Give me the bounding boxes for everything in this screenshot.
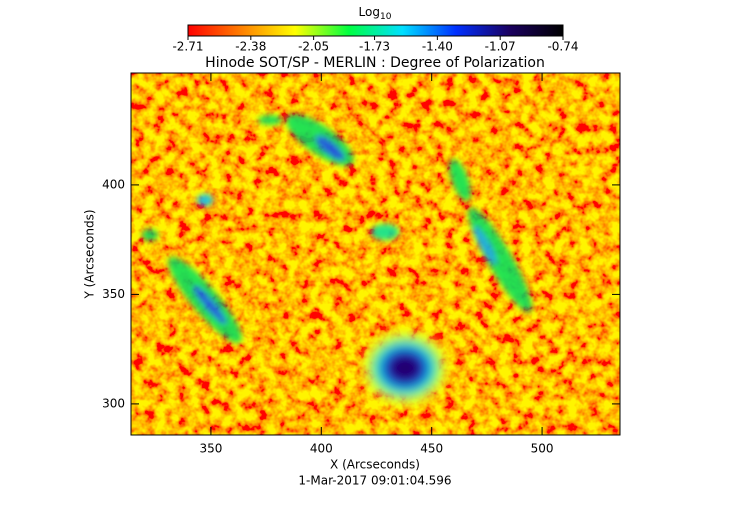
colorbar-tick-label: -0.74: [547, 40, 578, 54]
y-tick-label: 350: [102, 287, 125, 301]
colorbar-tick-label: -2.71: [172, 40, 203, 54]
x-tick-label: 350: [199, 442, 222, 456]
colorbar-label: Log10: [359, 5, 392, 22]
y-tick-label: 300: [102, 396, 125, 410]
colorbar: [187, 24, 564, 37]
colorbar-tick-label: -2.05: [298, 40, 329, 54]
plot-frame: [130, 72, 621, 436]
footer: 1-Mar-2017 09:01:04.596: [298, 474, 451, 488]
colorbar-tick-label: -2.38: [235, 40, 266, 54]
y-tick-label: 400: [102, 177, 125, 191]
y-axis-label: Y (Arcseconds): [83, 209, 97, 299]
chart-title: Hinode SOT/SP - MERLIN : Degree of Polar…: [205, 55, 545, 71]
solar-image: [131, 73, 620, 435]
colorbar-tick-label: -1.07: [485, 40, 516, 54]
x-axis-label: X (Arcseconds): [330, 458, 420, 472]
colorbar-tick-label: -1.40: [422, 40, 453, 54]
colorbar-tick-label: -1.73: [359, 40, 390, 54]
x-tick-label: 450: [420, 442, 443, 456]
x-tick-label: 400: [310, 442, 333, 456]
x-tick-label: 500: [531, 442, 554, 456]
